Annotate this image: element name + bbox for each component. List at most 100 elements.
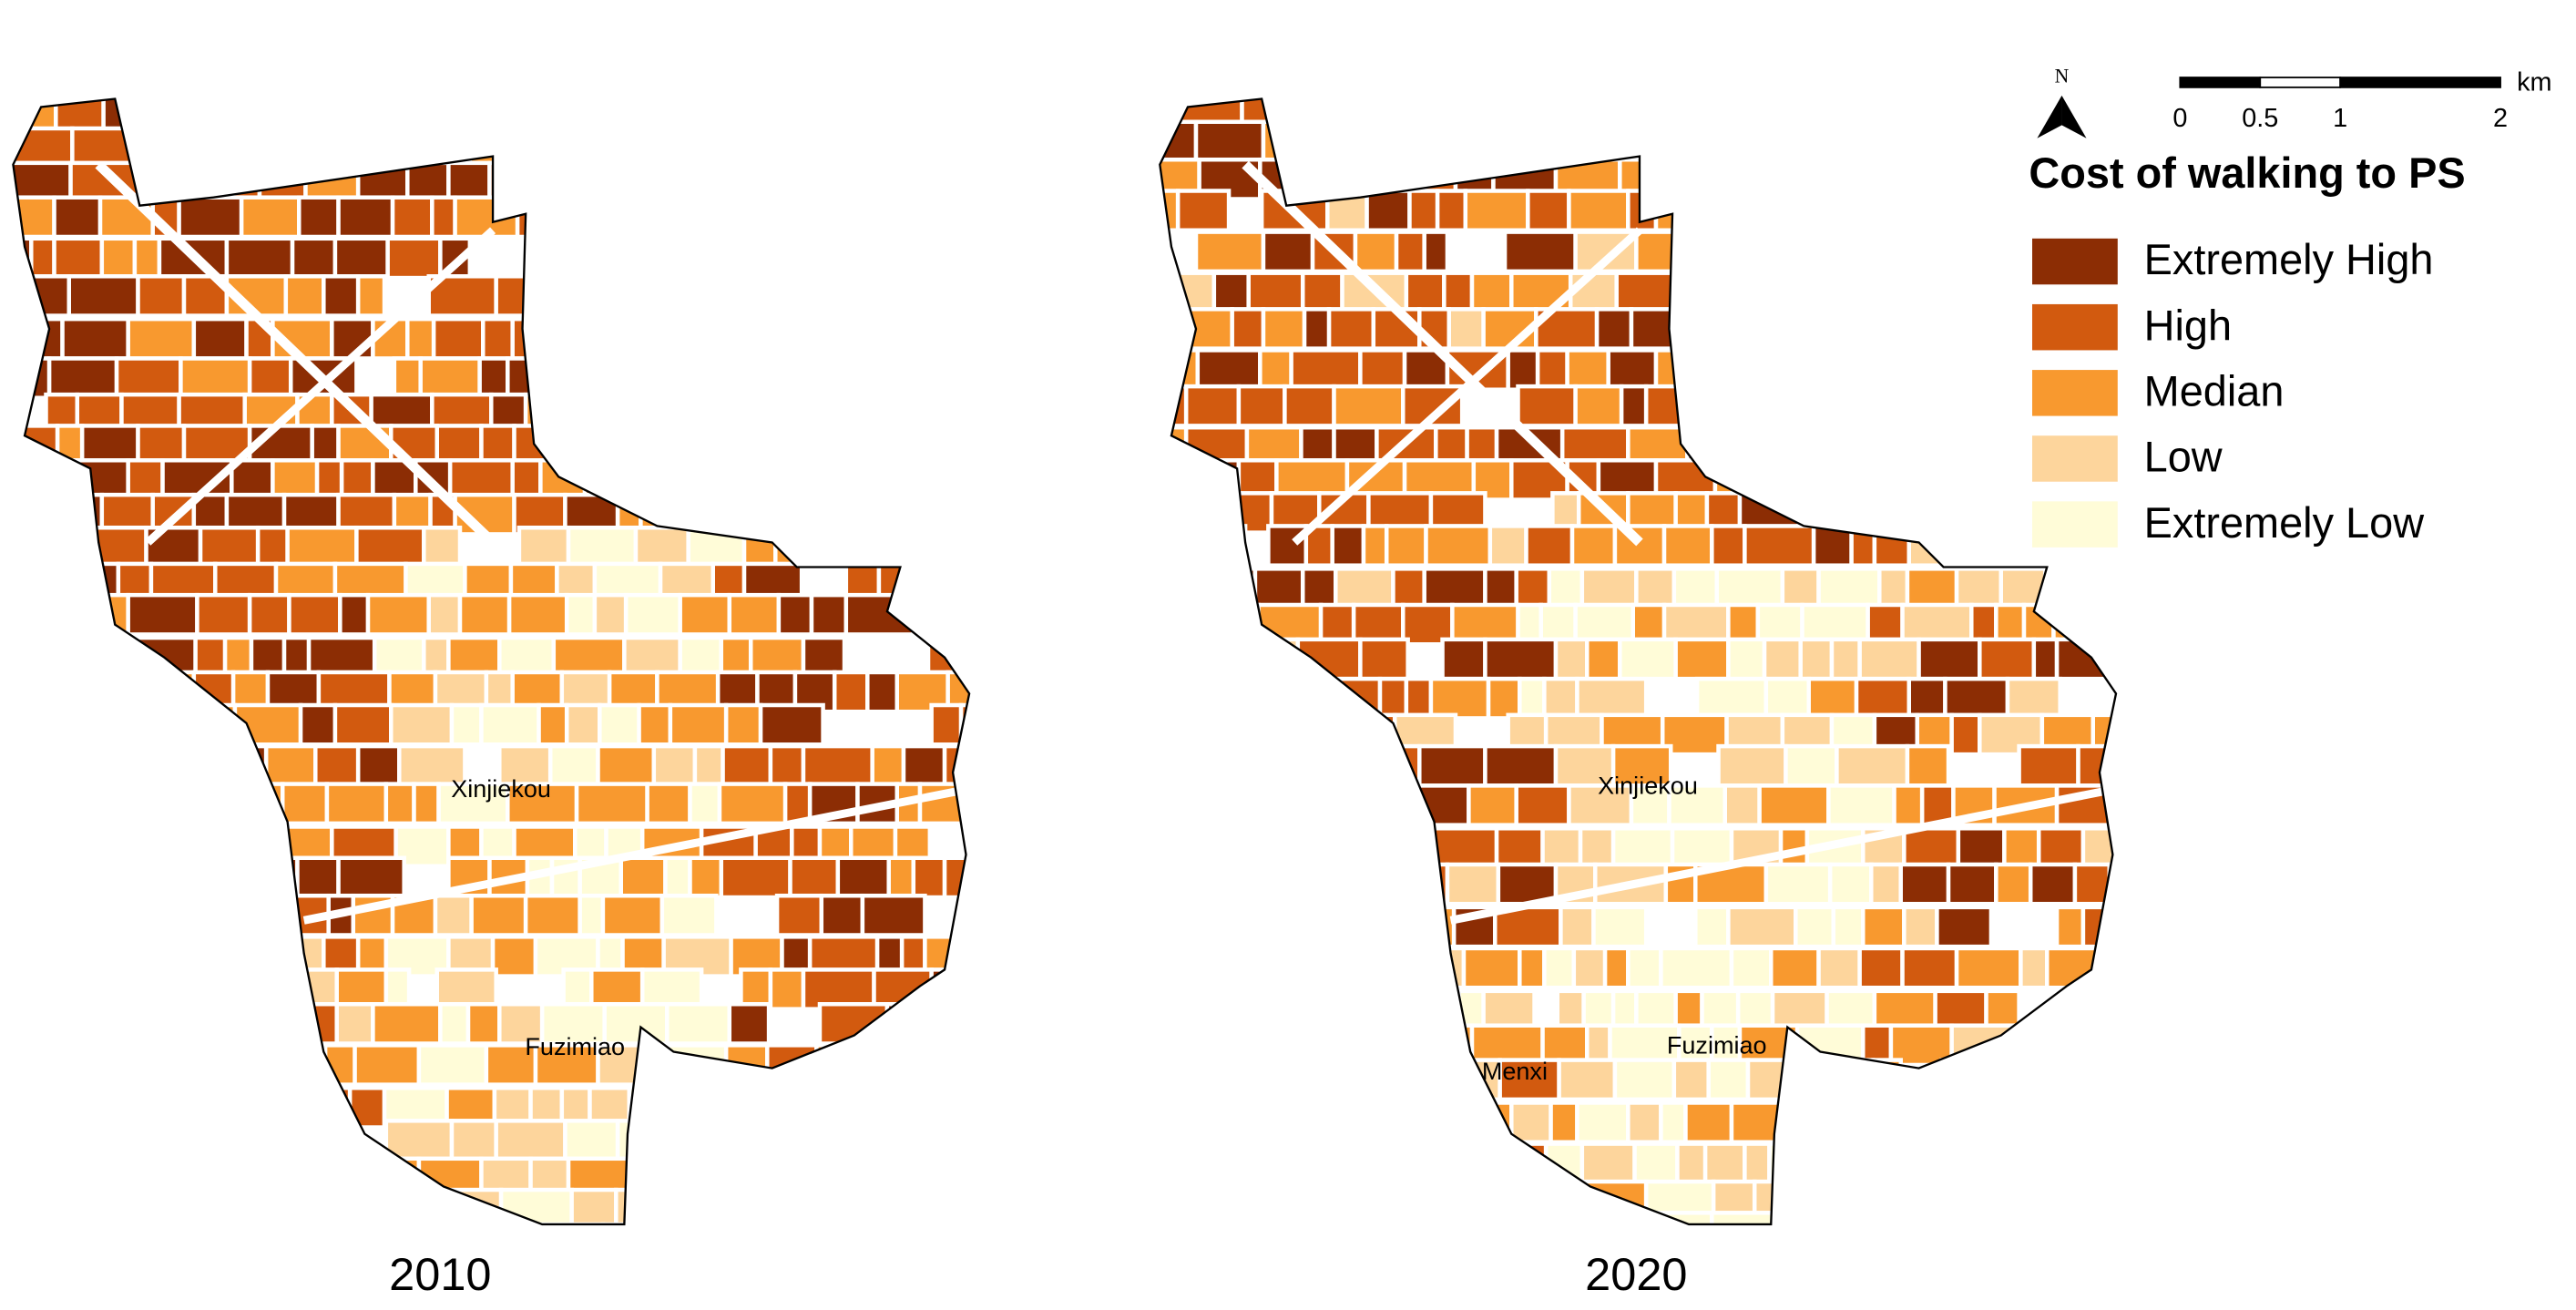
district-block (1898, 1179, 1947, 1223)
district-block (247, 356, 293, 400)
district-block (792, 274, 855, 318)
district-block (93, 1222, 150, 1224)
district-block (1258, 1141, 1307, 1186)
district-block (13, 1222, 62, 1224)
legend-label: Extremely Low (2144, 499, 2425, 547)
district-block (1800, 119, 1857, 164)
district-block (1692, 384, 1729, 428)
district-block (1384, 524, 1428, 568)
district-block (2105, 988, 2116, 1033)
district-block (1579, 567, 1639, 610)
district-block (1160, 1179, 1223, 1223)
district-block (1827, 348, 1867, 392)
district-block (1205, 1100, 1264, 1145)
district-block (422, 525, 463, 569)
district-block (690, 160, 745, 205)
district-block (195, 592, 252, 637)
district-block (1300, 862, 1344, 906)
district-block (1526, 189, 1571, 233)
district-block (745, 1222, 788, 1224)
district-block (29, 782, 68, 826)
district-block (946, 1085, 970, 1130)
district-block (898, 1187, 935, 1224)
district-block (96, 1085, 124, 1130)
district-block (1367, 862, 1402, 906)
district-block (1193, 119, 1266, 164)
district-block (494, 274, 538, 318)
district-block (1509, 271, 1573, 315)
district-block (1315, 98, 1361, 133)
district-block (287, 592, 342, 637)
district-block (210, 1002, 261, 1046)
district-block (173, 855, 232, 900)
district-block (179, 356, 252, 400)
district-block (188, 126, 218, 170)
district-block (1905, 743, 1951, 788)
district-block (1445, 98, 1501, 133)
district-block (477, 356, 510, 400)
district-block (1943, 1179, 1978, 1223)
district-block (262, 98, 316, 133)
district-block (13, 1043, 68, 1087)
district-block (2120, 679, 2185, 718)
district-block (1860, 905, 1906, 949)
district-block (1724, 384, 1765, 428)
district-block (1400, 602, 1455, 647)
district-block (1630, 98, 1693, 133)
district-block (1949, 230, 1988, 274)
district-block (1632, 1141, 1680, 1186)
district-block (29, 893, 87, 937)
district-block (1958, 348, 1987, 392)
district-block (1855, 491, 1910, 535)
district-block (1946, 862, 1998, 906)
district-block (1854, 307, 1921, 351)
district-block (801, 1187, 839, 1224)
district-block (490, 935, 538, 978)
district-block (296, 1085, 353, 1130)
district-block (865, 670, 900, 714)
district-block (921, 316, 966, 361)
district-block (122, 855, 179, 900)
district-block (1557, 1058, 1618, 1102)
district-block (1326, 1179, 1373, 1223)
district-block (681, 392, 741, 436)
district-block (957, 935, 970, 978)
district-block (1939, 1141, 1986, 1186)
district-block (1216, 905, 1287, 949)
district-block (138, 893, 210, 937)
scale-segment (2259, 77, 2342, 88)
district-block (1467, 783, 1518, 827)
district-block (1995, 1100, 2054, 1145)
district-block (371, 1002, 443, 1046)
district-block (13, 743, 77, 788)
district-block (1193, 230, 1266, 274)
district-block (63, 592, 105, 637)
district-block (574, 195, 620, 240)
district-block (1453, 1179, 1509, 1223)
district-block (13, 356, 52, 400)
district-block (1974, 1179, 2033, 1223)
district-block (1762, 637, 1803, 681)
district-block (1336, 743, 1399, 788)
district-block (126, 670, 197, 714)
district-block (743, 1156, 782, 1201)
district-block (1175, 189, 1232, 233)
district-block (1422, 567, 1487, 610)
district-block (582, 424, 632, 467)
district-block (162, 1187, 218, 1224)
district-block (1289, 348, 1363, 392)
district-block (600, 1222, 663, 1224)
district-block (1261, 826, 1328, 870)
district-block (97, 195, 155, 240)
district-block (70, 702, 119, 747)
district-block (1610, 826, 1675, 870)
district-block (13, 458, 60, 502)
district-block (1160, 567, 1223, 610)
district-block (1902, 905, 1939, 949)
district-block (40, 525, 88, 569)
district-block (83, 525, 148, 569)
district-block (451, 98, 525, 133)
district-block (807, 356, 843, 400)
district-block (152, 1002, 187, 1046)
district-block (911, 592, 941, 637)
